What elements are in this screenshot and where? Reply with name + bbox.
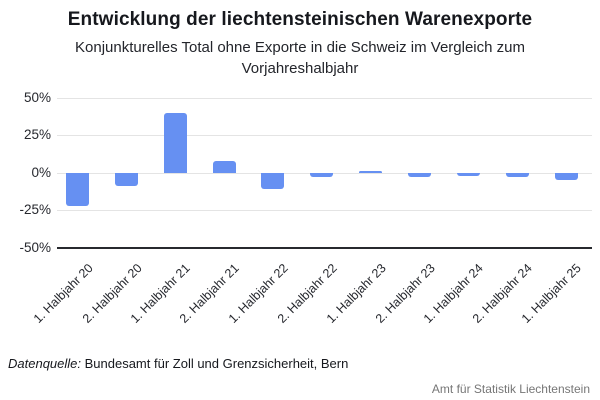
bar[interactable] (114, 172, 138, 186)
x-axis-label: 2. Halbjahr 23 (372, 261, 438, 326)
x-axis-label: 1. Halbjahr 20 (30, 261, 96, 326)
x-axis-label: 1. Halbjahr 21 (128, 261, 194, 326)
x-axis-label: 2. Halbjahr 21 (177, 261, 242, 326)
x-axis-label: 1. Halbjahr 25 (518, 261, 584, 326)
x-axis-label: 1. Halbjahr 23 (323, 261, 389, 326)
bar[interactable] (310, 172, 334, 177)
x-axis-label: 1. Halbjahr 22 (225, 261, 291, 326)
gridline (57, 135, 592, 136)
bar[interactable] (66, 172, 89, 206)
x-axis-label: 2. Halbjahr 20 (79, 261, 145, 326)
y-axis-tick-label: 25% (23, 127, 51, 142)
source-label: Datenquelle: (8, 356, 81, 371)
bar[interactable] (505, 172, 529, 177)
bar[interactable] (261, 172, 285, 189)
y-axis-tick-label: 0% (31, 164, 51, 180)
source-line: Datenquelle: Bundesamt für Zoll und Gren… (8, 356, 348, 371)
gridline (57, 97, 592, 99)
x-axis-line (57, 246, 592, 249)
y-axis-tick-label: 50% (23, 89, 51, 105)
bar[interactable] (212, 160, 236, 173)
gridline (57, 210, 592, 211)
x-axis-label: 2. Halbjahr 22 (274, 261, 340, 326)
y-axis-tick-label: -50% (19, 239, 51, 255)
bar[interactable] (359, 171, 383, 173)
bar[interactable] (163, 112, 187, 173)
bar[interactable] (554, 172, 578, 180)
x-axis-label: 2. Halbjahr 24 (470, 261, 536, 326)
bar[interactable] (407, 172, 431, 177)
chart-title: Entwicklung der liechtensteinischen Ware… (67, 9, 533, 30)
x-axis-label: 1. Halbjahr 24 (421, 261, 487, 326)
y-axis-tick-label: -25% (19, 202, 51, 217)
chart-subtitle: Konjunkturelles Total ohne Exporte in di… (75, 39, 525, 77)
bar[interactable] (456, 172, 480, 176)
source-text: Bundesamt für Zoll und Grenzsicherheit, … (81, 356, 349, 371)
footer-credit: Amt für Statistik Liechtenstein (431, 382, 590, 396)
